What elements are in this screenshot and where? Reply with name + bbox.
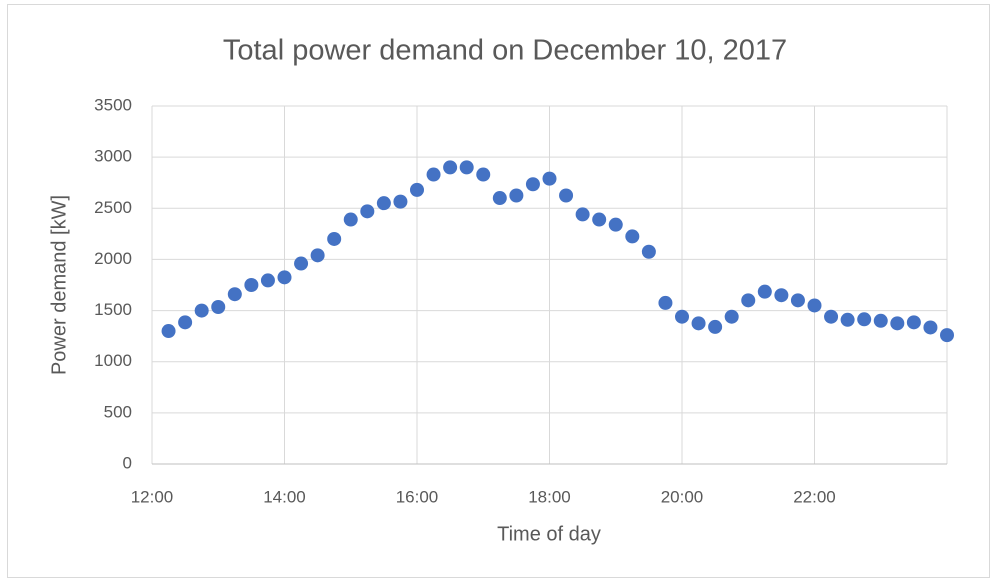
data-point [260, 273, 275, 288]
data-point [840, 312, 855, 327]
data-point [608, 217, 623, 232]
y-tick-label: 500 [104, 402, 132, 421]
data-point [327, 231, 342, 246]
chart-frame [7, 4, 990, 578]
data-point [244, 278, 259, 292]
data-point [675, 309, 689, 324]
y-tick-label: 3500 [94, 95, 132, 114]
data-point [525, 177, 540, 192]
data-point [376, 196, 391, 211]
x-tick-label: 20:00 [661, 487, 704, 506]
data-point [178, 315, 193, 330]
data-point [625, 229, 640, 244]
y-tick-label: 1000 [94, 351, 132, 370]
data-point [227, 287, 242, 302]
y-axis-label: Power demand [kW] [48, 195, 70, 375]
data-point [857, 312, 872, 327]
data-point [492, 191, 507, 206]
data-point [575, 207, 590, 222]
data-point [824, 309, 839, 324]
data-point [211, 299, 226, 314]
chart-title: Total power demand on December 10, 2017 [223, 35, 787, 67]
data-point [741, 293, 756, 308]
data-point [790, 293, 805, 308]
y-tick-label: 2000 [94, 249, 132, 268]
x-tick-label: 22:00 [793, 487, 836, 506]
data-point [194, 303, 209, 318]
data-point [890, 316, 905, 331]
data-point [542, 171, 557, 186]
data-point [774, 288, 789, 303]
data-point [592, 212, 607, 227]
x-axis-label: Time of day [497, 523, 601, 545]
y-tick-label: 0 [123, 453, 132, 472]
data-point [708, 319, 723, 334]
data-point [559, 188, 574, 203]
data-point [691, 316, 706, 331]
x-tick-label: 16:00 [396, 487, 439, 506]
y-tick-label: 1500 [94, 300, 132, 319]
data-point [426, 167, 441, 182]
data-point [757, 284, 772, 299]
data-point [873, 313, 888, 328]
data-point [724, 309, 739, 324]
data-point [807, 298, 822, 313]
data-point [161, 324, 176, 339]
y-tick-label: 2500 [94, 198, 132, 217]
data-point [641, 244, 656, 259]
data-point [393, 194, 408, 209]
data-point [360, 204, 375, 219]
data-point [509, 188, 524, 203]
data-point [310, 248, 325, 263]
x-tick-label: 14:00 [263, 487, 306, 506]
data-point [343, 212, 358, 227]
data-point [277, 270, 292, 285]
data-point [658, 295, 673, 310]
data-point [410, 182, 424, 197]
data-point [294, 256, 309, 271]
y-tick-label: 3000 [94, 147, 132, 166]
data-point [476, 167, 491, 182]
x-tick-label: 12:00 [131, 487, 174, 506]
x-tick-label: 18:00 [528, 487, 571, 506]
data-point [940, 328, 954, 343]
data-point [923, 320, 938, 335]
data-point [459, 160, 474, 175]
data-point [443, 160, 458, 175]
data-point [906, 315, 921, 330]
